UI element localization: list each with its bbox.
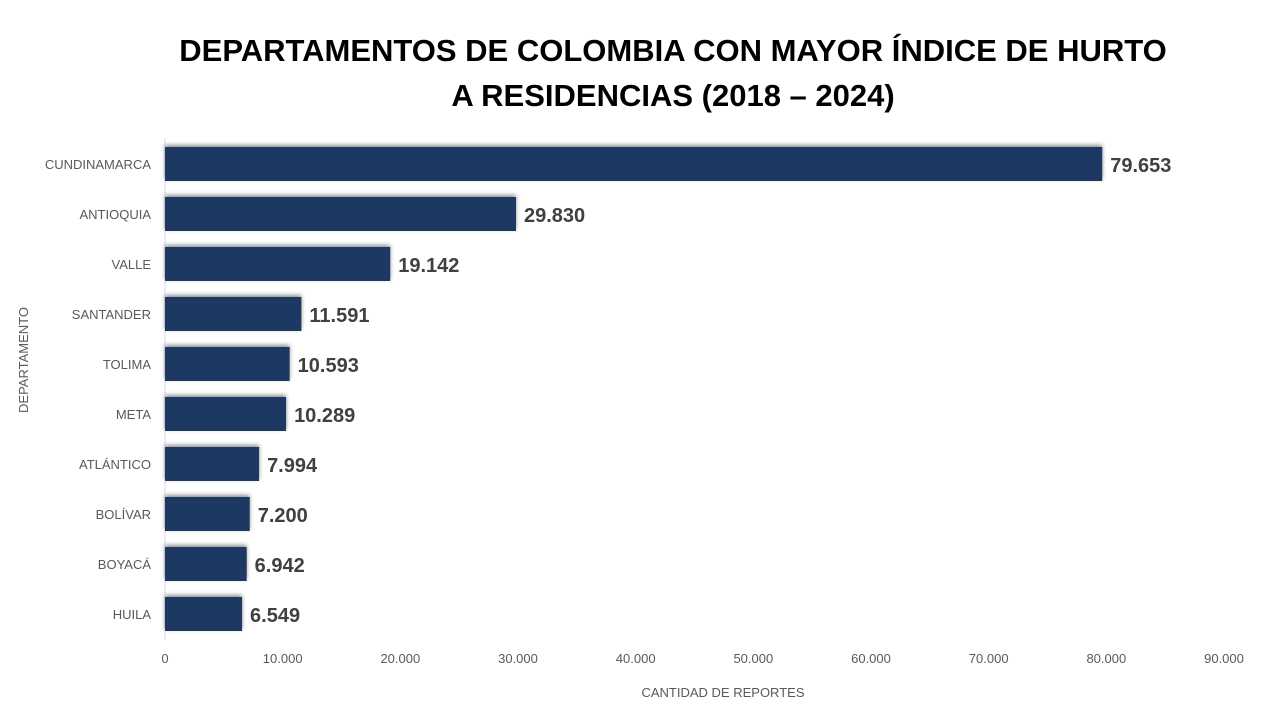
category-label: CUNDINAMARCA xyxy=(45,157,152,172)
bar xyxy=(165,597,243,631)
data-label: 6.942 xyxy=(255,555,305,577)
category-label: BOYACÁ xyxy=(98,557,152,572)
data-label: 7.200 xyxy=(258,505,308,527)
bar xyxy=(165,547,247,581)
bars-layer xyxy=(165,147,1103,631)
data-label: 7.994 xyxy=(267,455,318,477)
x-tick-label: 70.000 xyxy=(969,651,1009,666)
category-label: META xyxy=(116,407,151,422)
x-tick-label: 10.000 xyxy=(263,651,303,666)
category-label: ATLÁNTICO xyxy=(79,457,151,472)
x-axis-title: CANTIDAD DE REPORTES xyxy=(641,685,804,700)
x-tick-label: 60.000 xyxy=(851,651,891,666)
data-label: 11.591 xyxy=(309,305,369,327)
y-axis-title: DEPARTAMENTO xyxy=(16,307,31,413)
x-tick-label: 40.000 xyxy=(616,651,656,666)
bar xyxy=(165,197,516,231)
bar xyxy=(165,147,1103,181)
bar xyxy=(165,447,260,481)
x-tick-label: 90.000 xyxy=(1204,651,1244,666)
data-label: 19.142 xyxy=(398,255,459,277)
x-tick-label: 20.000 xyxy=(380,651,420,666)
bar xyxy=(165,347,290,381)
data-label: 79.653 xyxy=(1110,155,1171,177)
data-label: 29.830 xyxy=(524,205,585,227)
category-label: BOLÍVAR xyxy=(96,507,151,522)
x-tick-label: 80.000 xyxy=(1086,651,1126,666)
category-label: VALLE xyxy=(111,257,151,272)
x-tick-label: 0 xyxy=(161,651,168,666)
data-label: 6.549 xyxy=(250,605,300,627)
labels-layer: CUNDINAMARCA 79.653 ANTIOQUIA 29.830 VALLE 19… xyxy=(45,155,1172,627)
category-label: HUILA xyxy=(113,607,152,622)
category-label: ANTIOQUIA xyxy=(79,207,151,222)
bar xyxy=(165,497,250,531)
x-tick-label: 30.000 xyxy=(498,651,538,666)
category-label: TOLIMA xyxy=(103,357,151,372)
data-label: 10.289 xyxy=(294,405,355,427)
bar xyxy=(165,297,302,331)
category-label: SANTANDER xyxy=(72,307,151,322)
x-tick-label: 50.000 xyxy=(733,651,773,666)
bar xyxy=(165,397,287,431)
data-label: 10.593 xyxy=(298,355,359,377)
bar xyxy=(165,247,391,281)
x-axis-ticks: 0 10.000 20.000 30.000 40.000 50.000 60.000 70.… xyxy=(161,651,1244,666)
